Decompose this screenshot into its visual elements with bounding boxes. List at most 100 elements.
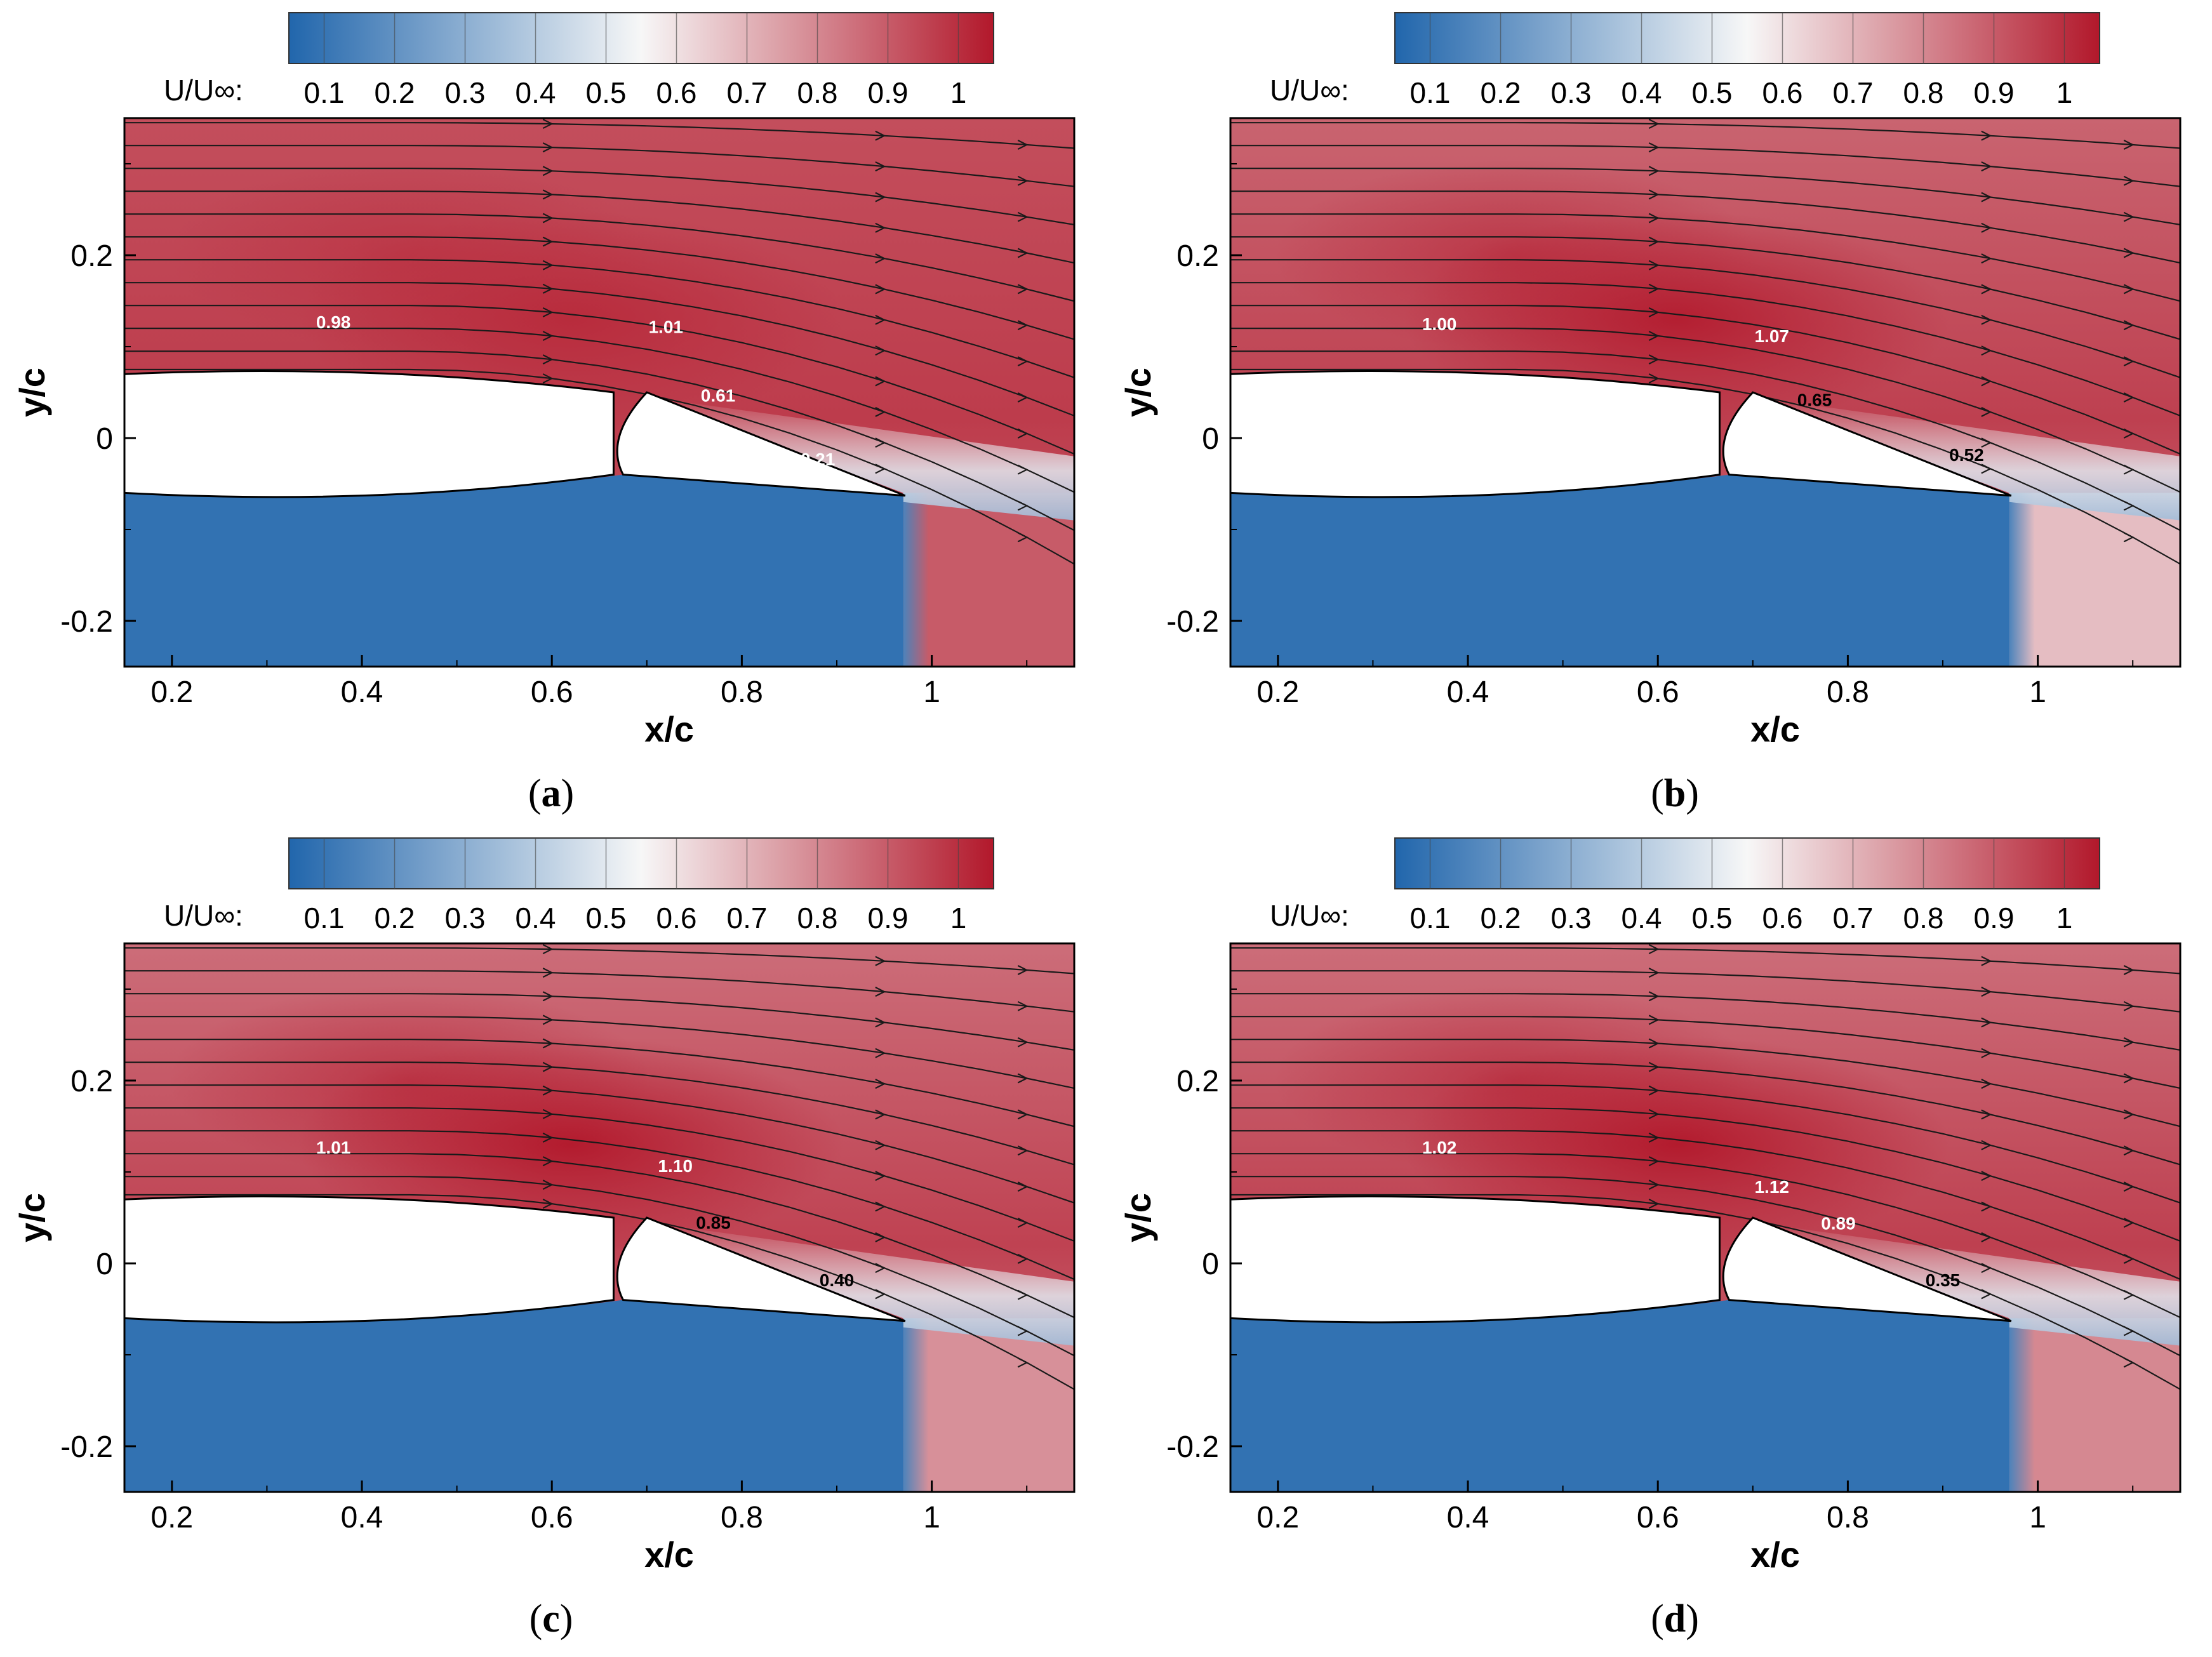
- streamline-arrow: [875, 284, 886, 295]
- streamline-arrow: [1981, 1201, 1992, 1212]
- streamline-arrow: [1017, 1073, 1029, 1084]
- x-tick-label: 0.2: [150, 1501, 193, 1534]
- streamline-arrow: [1017, 356, 1029, 367]
- wake-region: [2009, 493, 2180, 667]
- streamline-arrow: [1648, 1132, 1660, 1143]
- streamline-arrow: [1981, 463, 1992, 474]
- streamline-arrow: [1648, 213, 1660, 223]
- colorbar-tick-label: 0.3: [1551, 902, 1592, 935]
- main-element: [123, 369, 615, 498]
- plot-frame: [123, 117, 1076, 668]
- streamline-arrow: [875, 1079, 886, 1089]
- colorbar-tick-label: 0.8: [797, 902, 838, 935]
- caption-a: (a): [528, 772, 575, 815]
- flow-field: [124, 118, 1074, 667]
- caption-c-letter: c: [542, 1597, 560, 1640]
- streamline: [1230, 236, 2180, 340]
- colorbar-tick-label: 0.8: [797, 76, 838, 109]
- streamline: [1230, 145, 2180, 187]
- streamline-arrow: [2123, 139, 2135, 150]
- streamline: [1230, 213, 2180, 302]
- streamline-arrow: [1648, 1061, 1660, 1072]
- streamline: [124, 368, 1074, 565]
- value-annotation: 0.21: [801, 449, 836, 469]
- chart-svg-a: 0.98 1.010.610.210.2 0.4 0.6 0.8 10.20-0.2x/c…: [12, 12, 1076, 749]
- streamline-arrow: [1017, 428, 1029, 439]
- colorbar-tick-label: 1: [2056, 76, 2073, 109]
- streamline: [1230, 350, 2180, 531]
- x-tick-label: 0.2: [1256, 1501, 1299, 1534]
- streamline-arrow: [1017, 1109, 1029, 1120]
- y-tick-label: 0: [96, 1248, 113, 1281]
- y-tick-label: 0: [1202, 1248, 1219, 1281]
- streamline-arrow: [875, 345, 886, 356]
- streamline-arrow: [1648, 307, 1660, 317]
- y-axis-label: y/c: [1118, 368, 1158, 417]
- streamline: [1230, 368, 2180, 565]
- streamline-arrow: [1017, 464, 1029, 475]
- main-element: [1229, 1195, 1721, 1324]
- colorbar-title: U/U∞:: [1270, 74, 1349, 107]
- streamline-arrow: [1981, 1109, 1992, 1120]
- streamline-arrow: [542, 283, 554, 294]
- flap-element: [1722, 391, 2012, 497]
- x-axis-label: x/c: [1750, 709, 1800, 749]
- main-element: [123, 1195, 615, 1324]
- streamline-arrow: [1017, 500, 1029, 511]
- streamline-arrow: [542, 119, 554, 130]
- colorbar-tick-label: 0.8: [1903, 902, 1944, 935]
- streamline-arrow: [875, 161, 886, 172]
- streamline: [124, 1016, 1074, 1089]
- streamline-arrow: [875, 1017, 886, 1028]
- flap-element: [1722, 1216, 2012, 1322]
- streamline-arrow: [1648, 260, 1660, 270]
- caption-a-letter: a: [541, 772, 561, 815]
- colorbar-tick-label: 1: [950, 902, 967, 935]
- streamline: [124, 947, 1074, 975]
- streamline-arrow: [542, 1038, 554, 1049]
- colorbar-tick-label: 0.3: [1551, 76, 1592, 109]
- streamline: [124, 259, 1074, 378]
- streamline-arrow: [542, 307, 554, 317]
- chart-panel-d: 1.02 1.12 0.89 0.35 0.2 0.4 0.6 0.8 1 0.2 0 -0.2 x/c…: [1106, 825, 2212, 1651]
- wake-region: [903, 493, 1074, 667]
- value-annotation: 0.35: [1926, 1270, 1961, 1290]
- streamline: [124, 970, 1074, 1013]
- chart-svg-b: 1.00 1.07 0.65 0.52 0.2 0.4 0.6 0.8 1 0.2 0 -0.2 x/c…: [1118, 12, 2182, 749]
- x-tick-label: 0.4: [1447, 675, 1489, 709]
- y-tick-label: 0.2: [1176, 1065, 1219, 1098]
- streamline-arrow: [1648, 1180, 1660, 1190]
- y-tick-label: -0.2: [1166, 1430, 1219, 1464]
- chart-panel-a: 0.98 1.01 0.61 0.21 0.2 0.4 0.6 0.8 1 0.2 0 -0.2 x/c…: [0, 0, 1106, 825]
- streamline: [124, 213, 1074, 302]
- colorbar-tick-label: 1: [950, 76, 967, 109]
- colorbar: [1394, 837, 2100, 889]
- streamline-arrow: [1981, 1171, 1992, 1181]
- streamline-arrow: [1981, 130, 1992, 141]
- y-tick-label: 0.2: [1176, 239, 1219, 273]
- streamline-arrow: [875, 1048, 886, 1058]
- streamline: [1230, 1039, 2180, 1128]
- streamline-arrow: [2123, 1037, 2135, 1048]
- colorbar-tick-label: 0.6: [656, 76, 697, 109]
- colorbar-tick-label: 0.9: [868, 902, 909, 935]
- y-tick-label: 0: [96, 422, 113, 456]
- streamline-arrow: [1648, 283, 1660, 294]
- streamline-arrow: [542, 236, 554, 247]
- colorbar-tick-label: 0.9: [868, 76, 909, 109]
- streamline-arrow: [542, 373, 554, 384]
- plot-frame: [123, 942, 1076, 1493]
- streamline-arrow: [2123, 284, 2135, 295]
- streamline-arrow: [542, 1199, 554, 1209]
- streamline-arrow: [1648, 1199, 1660, 1209]
- streamlines: [1230, 944, 2180, 1390]
- streamline-arrow: [2123, 464, 2135, 475]
- streamline-arrow: [1017, 1145, 1029, 1156]
- streamline: [124, 1107, 1074, 1242]
- colorbar-tick-label: 0.3: [445, 902, 486, 935]
- streamline: [1230, 305, 2180, 455]
- streamline-arrow: [542, 991, 554, 1002]
- streamline: [1230, 1016, 2180, 1089]
- streamline: [124, 145, 1074, 187]
- streamline-arrow: [542, 944, 554, 955]
